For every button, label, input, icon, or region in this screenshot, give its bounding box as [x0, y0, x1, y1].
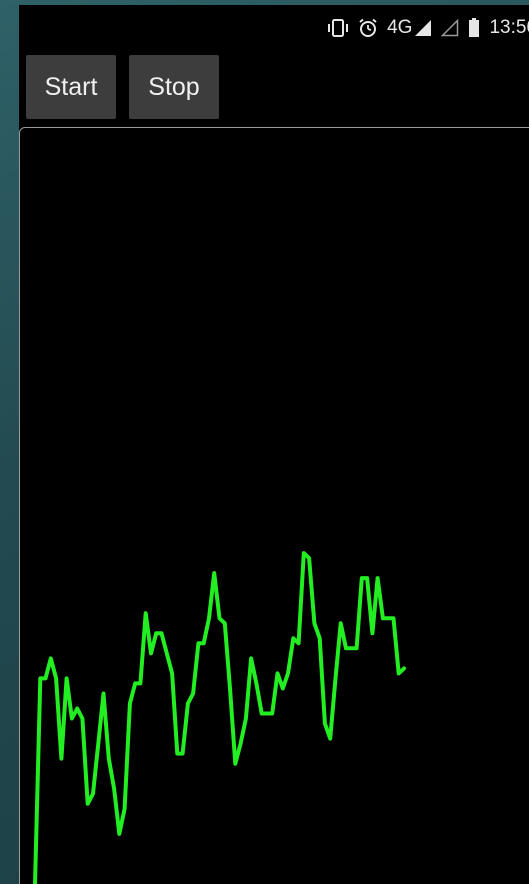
data-point-64 — [370, 631, 374, 635]
data-point-33 — [207, 616, 211, 620]
data-point-69 — [397, 671, 401, 676]
data-point-59 — [344, 646, 348, 650]
data-point-9 — [80, 716, 84, 721]
data-point-16 — [117, 832, 121, 836]
data-point-52 — [307, 556, 311, 560]
data-point-26 — [170, 671, 174, 676]
data-point-61 — [355, 646, 359, 650]
data-point-13 — [101, 691, 106, 696]
data-point-58 — [339, 621, 343, 625]
battery-icon — [468, 17, 480, 39]
data-point-36 — [223, 621, 227, 625]
data-point-47 — [281, 686, 285, 691]
data-point-24 — [159, 631, 164, 635]
graph-panel — [19, 127, 529, 884]
data-point-44 — [265, 711, 269, 716]
data-point-22 — [149, 651, 153, 656]
data-point-10 — [86, 802, 90, 806]
data-point-62 — [360, 576, 364, 580]
data-point-45 — [270, 711, 274, 716]
data-point-18 — [128, 701, 132, 706]
stop-button[interactable]: Stop — [129, 55, 219, 119]
data-point-4 — [54, 676, 58, 681]
data-point-54 — [318, 636, 322, 640]
data-point-19 — [133, 681, 137, 686]
data-point-12 — [96, 742, 100, 746]
data-point-63 — [365, 576, 369, 580]
data-point-25 — [165, 651, 169, 656]
data-point-66 — [381, 616, 385, 620]
network-type: 4G — [387, 16, 413, 38]
series-line — [33, 551, 406, 884]
data-point-15 — [112, 787, 116, 791]
data-point-34 — [212, 571, 216, 575]
data-point-2 — [43, 676, 48, 681]
data-point-38 — [233, 762, 237, 766]
data-point-35 — [217, 616, 222, 620]
phone-screen: 4G 13:56 Start Stop — [19, 5, 529, 884]
data-point-68 — [391, 616, 396, 620]
signal-icon — [414, 17, 432, 39]
alarm-icon — [358, 17, 378, 39]
start-button[interactable]: Start — [26, 55, 116, 119]
data-point-17 — [123, 807, 127, 811]
data-point-21 — [144, 611, 148, 615]
data-point-51 — [302, 551, 306, 555]
data-point-1 — [38, 676, 42, 681]
signal-empty-icon — [441, 17, 459, 39]
data-point-60 — [349, 646, 353, 650]
data-point-23 — [154, 631, 158, 635]
data-point-27 — [175, 752, 179, 756]
data-point-11 — [91, 792, 95, 796]
line-chart — [33, 551, 406, 884]
status-time: 13:56 — [489, 16, 529, 38]
data-point-48 — [286, 671, 290, 676]
status-bar: 4G 13:56 — [19, 5, 529, 50]
data-point-50 — [297, 641, 301, 645]
data-point-28 — [181, 752, 185, 756]
data-point-65 — [376, 576, 380, 580]
data-point-3 — [49, 656, 53, 661]
data-point-32 — [202, 641, 206, 645]
data-point-56 — [328, 737, 332, 741]
data-point-49 — [291, 636, 295, 640]
data-point-14 — [107, 757, 111, 761]
data-point-40 — [244, 716, 248, 721]
data-point-55 — [323, 722, 327, 726]
data-point-37 — [228, 686, 232, 691]
data-point-41 — [249, 656, 253, 661]
data-point-46 — [275, 671, 280, 676]
data-point-30 — [191, 691, 195, 696]
data-point-5 — [59, 757, 64, 761]
data-point-7 — [70, 716, 74, 721]
data-point-43 — [260, 711, 264, 716]
data-point-67 — [386, 616, 390, 620]
data-point-6 — [65, 676, 69, 681]
data-point-39 — [239, 742, 243, 746]
data-point-53 — [312, 621, 316, 625]
data-point-31 — [196, 641, 200, 645]
vibrate-icon — [327, 17, 349, 39]
data-point-20 — [138, 681, 142, 686]
data-point-42 — [254, 681, 258, 686]
data-point-8 — [75, 706, 79, 711]
data-point-57 — [333, 676, 338, 681]
data-point-70 — [402, 666, 406, 671]
data-point-29 — [186, 701, 190, 706]
